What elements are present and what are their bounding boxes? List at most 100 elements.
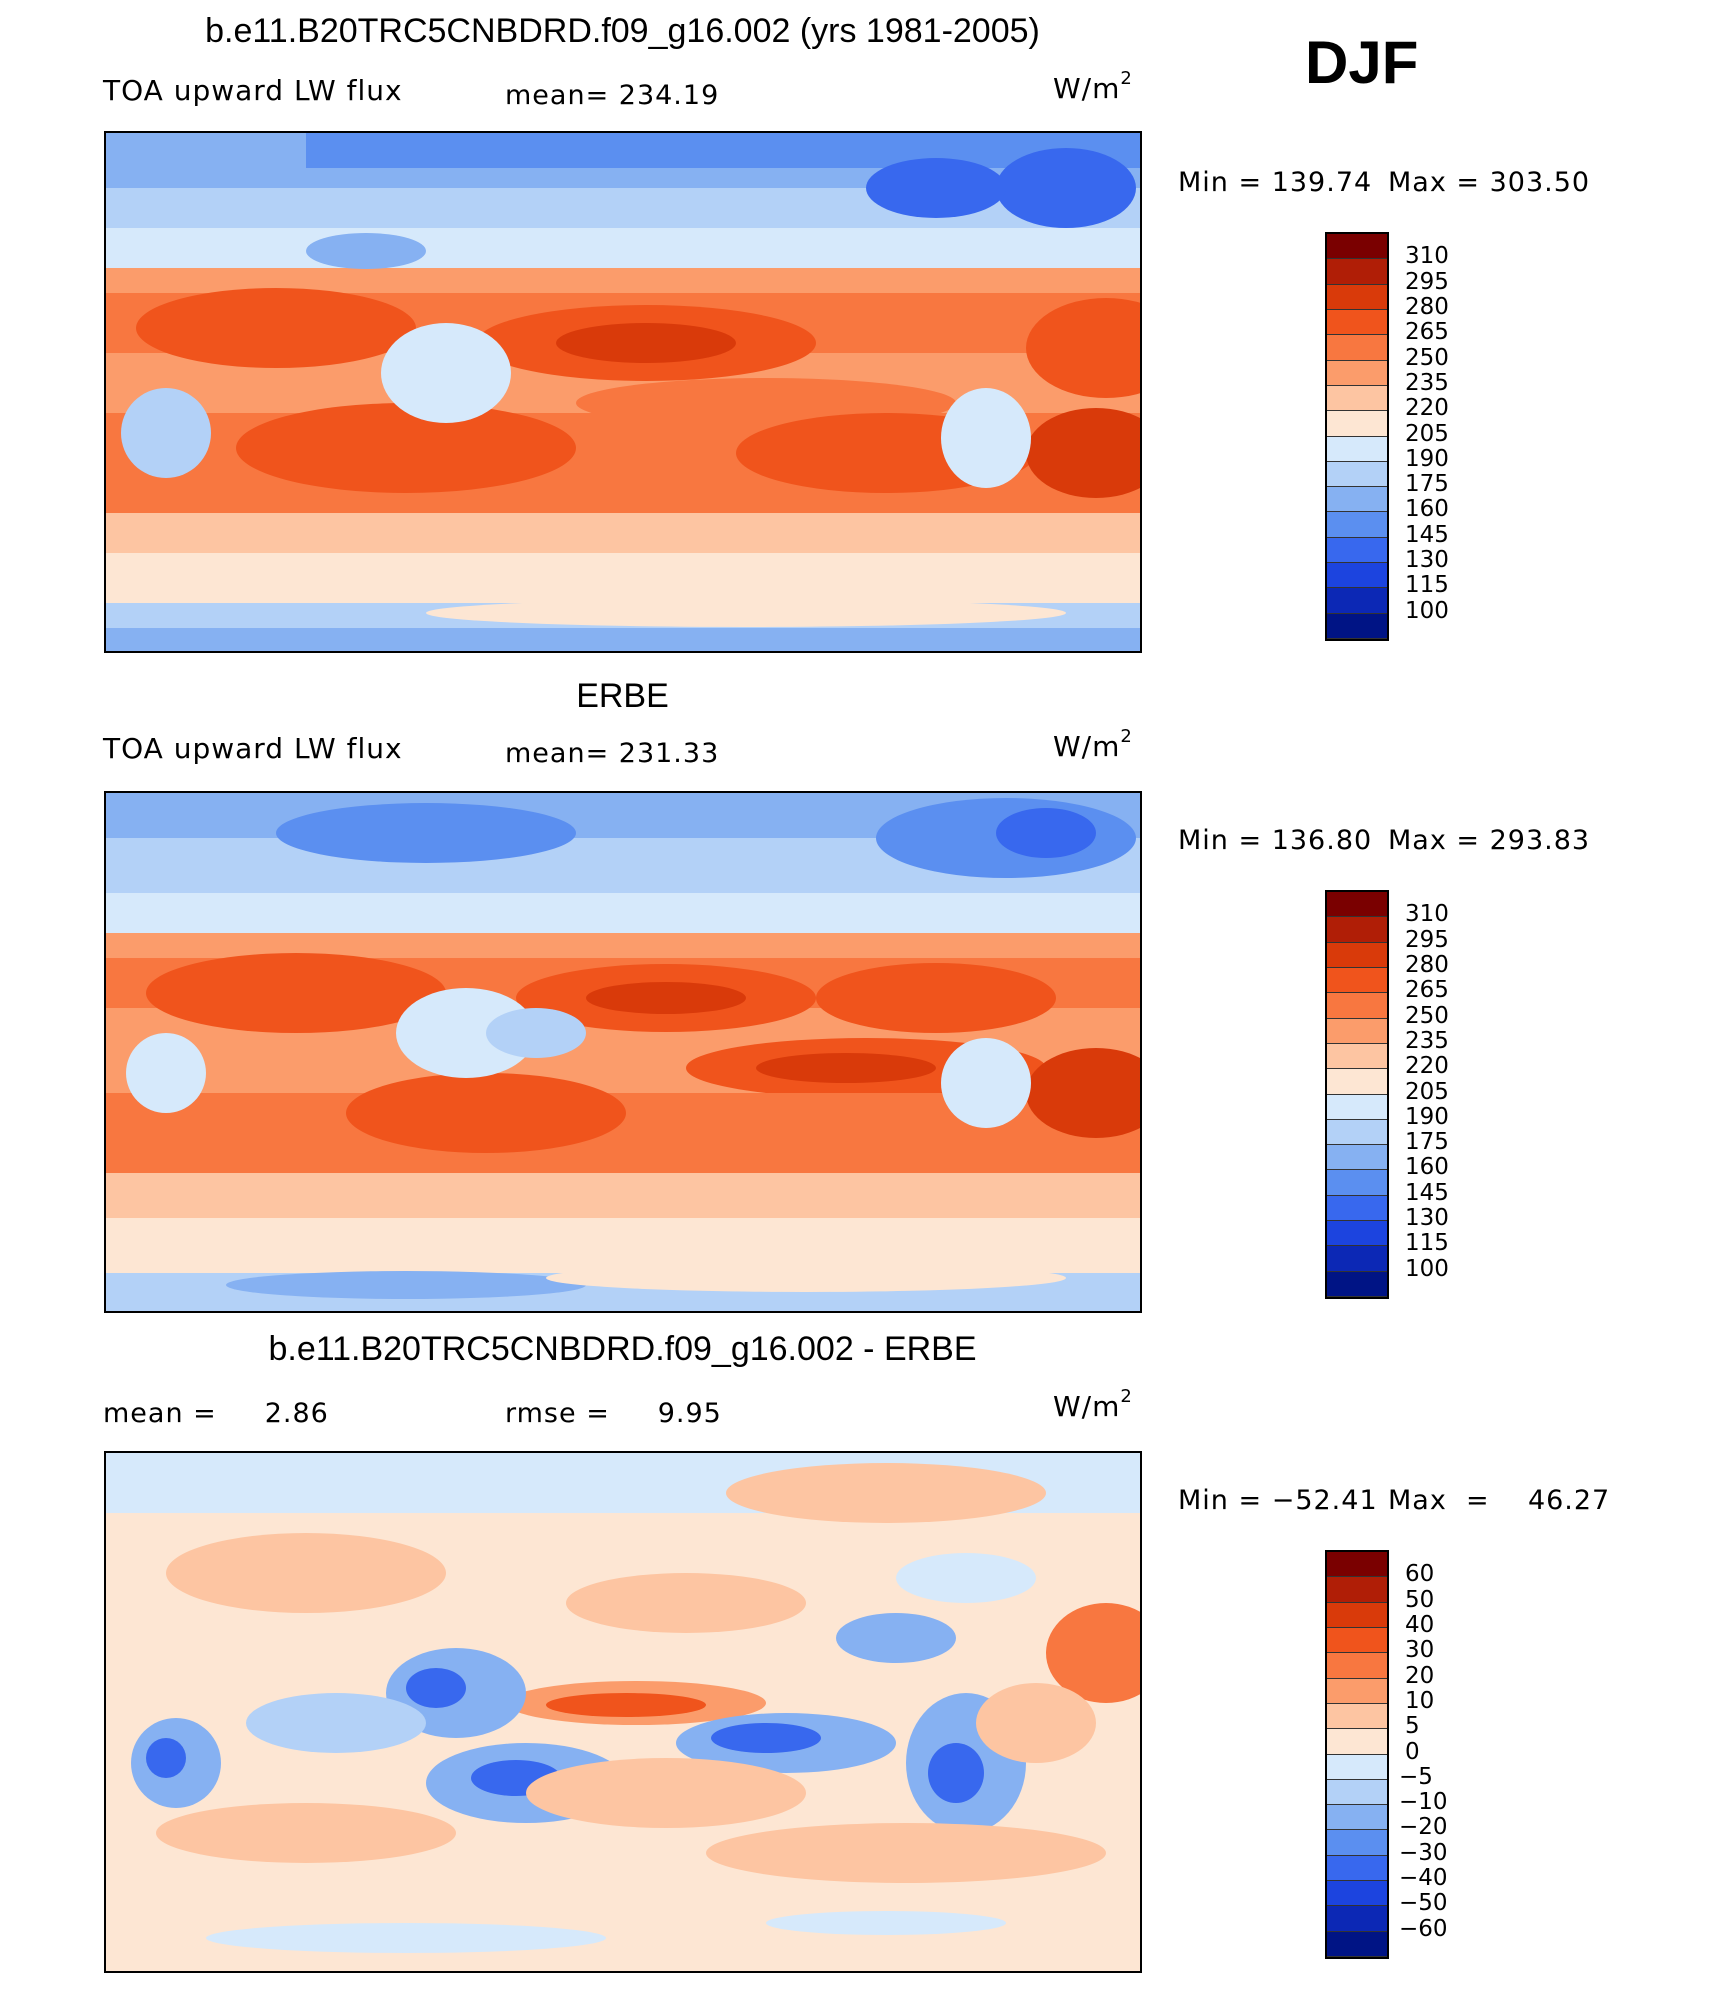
colorbar-tick-label: 220 [1405, 395, 1449, 422]
panel3-rmse-label: rmse = 9.95 [505, 1398, 722, 1429]
colorbar-tick-label: 160 [1405, 1154, 1449, 1181]
colorbar-tick-label: −5 [1399, 1763, 1433, 1790]
colorbar-swatch [1327, 1830, 1387, 1856]
colorbar-swatch [1327, 613, 1387, 639]
colorbar-tick-label: 250 [1405, 344, 1449, 371]
colorbar-swatch [1327, 1653, 1387, 1679]
colorbar-swatch [1327, 1069, 1387, 1095]
colorbar-swatch [1327, 1195, 1387, 1222]
colorbar-swatch [1327, 259, 1387, 285]
colorbar-swatch [1327, 360, 1387, 386]
panel2-mean-label: mean= 231.33 [505, 738, 720, 769]
colorbar-swatch [1327, 967, 1387, 994]
panel3-units: W/m2 [1053, 1386, 1133, 1423]
colorbar-tick-label: 295 [1405, 926, 1449, 953]
colorbar-swatch [1327, 1246, 1387, 1272]
colorbar-tick-label: 280 [1405, 293, 1449, 320]
panel2-variable-label: TOA upward LW flux [103, 732, 403, 765]
colorbar-tick-label: −30 [1399, 1839, 1448, 1866]
panel1-units: W/m2 [1053, 68, 1133, 105]
panel2-min-label: Min = 136.80 [1178, 825, 1373, 856]
colorbar-swatch [1327, 1729, 1387, 1755]
colorbar-tick-label: 250 [1405, 1002, 1449, 1029]
season-label: DJF [1305, 29, 1419, 96]
panel3-contour-field [106, 1453, 1140, 1971]
colorbar-tick-label: 175 [1405, 1129, 1449, 1156]
colorbar-swatch [1327, 1881, 1387, 1907]
colorbar-swatch [1327, 1145, 1387, 1171]
colorbar-swatch [1327, 1627, 1387, 1654]
colorbar-tick-label: 50 [1405, 1586, 1435, 1613]
panel1-title: b.e11.B20TRC5CNBDRD.f09_g16.002 (yrs 198… [205, 12, 1040, 50]
colorbar-swatch [1327, 1931, 1387, 1957]
colorbar-tick-label: 175 [1405, 471, 1449, 498]
colorbar-tick-label: −40 [1399, 1865, 1448, 1892]
colorbar-tick-label: 190 [1405, 445, 1449, 472]
colorbar-tick-label: 205 [1405, 1078, 1449, 1105]
colorbar-swatch [1327, 436, 1387, 462]
colorbar-swatch [1327, 1754, 1387, 1780]
colorbar-tick-label: 100 [1405, 1255, 1449, 1282]
colorbar-swatch [1327, 1678, 1387, 1704]
colorbar-tick-label: 235 [1405, 1027, 1449, 1054]
colorbar-swatch [1327, 1094, 1387, 1120]
colorbar-swatch [1327, 461, 1387, 488]
colorbar-tick-label: −10 [1399, 1789, 1448, 1816]
colorbar-tick-label: 40 [1405, 1611, 1435, 1638]
colorbar-tick-label: 265 [1405, 319, 1449, 346]
colorbar-swatch [1327, 1855, 1387, 1882]
colorbar-tick-label: −20 [1399, 1814, 1448, 1841]
colorbar-tick-label: −60 [1399, 1915, 1448, 1942]
colorbar-tick-label: 280 [1405, 951, 1449, 978]
colorbar-swatch [1327, 1043, 1387, 1070]
colorbar-tick-label: 20 [1405, 1662, 1435, 1689]
colorbar-swatch [1327, 942, 1387, 968]
colorbar-swatch [1327, 385, 1387, 412]
colorbar-tick-label: 310 [1405, 901, 1449, 928]
colorbar-tick-label: 60 [1405, 1561, 1435, 1588]
panel3-title: b.e11.B20TRC5CNBDRD.f09_g16.002 - ERBE [268, 1330, 977, 1368]
colorbar-swatch [1327, 512, 1387, 538]
colorbar-tick-label: 115 [1405, 1230, 1449, 1257]
panel2-contour-field [106, 793, 1140, 1311]
colorbar-tick-label: −50 [1399, 1890, 1448, 1917]
colorbar-swatch [1327, 1271, 1387, 1297]
colorbar-swatch [1327, 563, 1387, 589]
colorbar-tick-label: 0 [1405, 1738, 1420, 1765]
colorbar-tick-label: 265 [1405, 977, 1449, 1004]
colorbar-swatch [1327, 537, 1387, 564]
colorbar-swatch [1327, 284, 1387, 310]
panel1-map [104, 131, 1142, 653]
colorbar-tick-label: 115 [1405, 572, 1449, 599]
colorbar-tick-label: 5 [1405, 1713, 1420, 1740]
colorbar-swatch [1327, 411, 1387, 437]
colorbar-tick-label: 130 [1405, 547, 1449, 574]
colorbar-tick-label: 295 [1405, 268, 1449, 295]
panel1-min-label: Min = 139.74 [1178, 167, 1373, 198]
panel3-min-label: Min = −52.41 [1178, 1485, 1378, 1516]
colorbar-swatch [1327, 1170, 1387, 1196]
colorbar-tick-label: 100 [1405, 597, 1449, 624]
colorbar-swatch [1327, 588, 1387, 614]
colorbar-swatch [1327, 1221, 1387, 1247]
panel2-title: ERBE [576, 677, 669, 715]
colorbar-swatch [1327, 234, 1387, 260]
colorbar-swatch [1327, 993, 1387, 1019]
panel1-mean-label: mean= 234.19 [505, 80, 720, 111]
panel2-map [104, 791, 1142, 1313]
colorbar-swatch [1327, 917, 1387, 943]
panel3-map [104, 1451, 1142, 1973]
panel3-mean-label: mean = 2.86 [103, 1398, 329, 1429]
colorbar-tick-label: 160 [1405, 496, 1449, 523]
colorbar-swatch [1327, 1805, 1387, 1831]
colorbar-tick-label: 145 [1405, 1179, 1449, 1206]
colorbar-tick-label: 205 [1405, 420, 1449, 447]
colorbar-swatch [1327, 1906, 1387, 1932]
colorbar-tick-label: 145 [1405, 521, 1449, 548]
colorbar-tick-label: 130 [1405, 1205, 1449, 1232]
colorbar-swatch [1327, 309, 1387, 336]
colorbar-swatch [1327, 1552, 1387, 1578]
colorbar-swatch [1327, 487, 1387, 513]
panel2-max-label: Max = 293.83 [1388, 825, 1591, 856]
colorbar-swatch [1327, 1779, 1387, 1806]
